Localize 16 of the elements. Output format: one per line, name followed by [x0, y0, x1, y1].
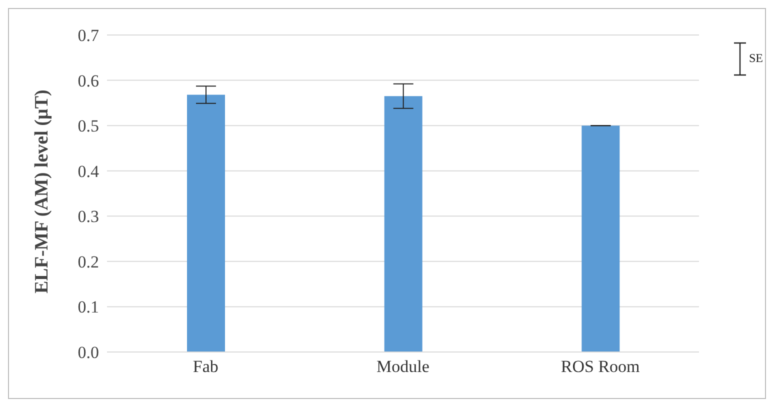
y-tick-label: 0.1: [78, 298, 99, 317]
text: SE: [749, 51, 764, 66]
bar: [187, 94, 225, 352]
bar: [384, 96, 422, 352]
y-tick-label: 0.4: [78, 162, 100, 181]
y-axis-title: ELF-MF (AM) level (µT): [32, 90, 53, 294]
y-tick-label: 0.3: [78, 207, 99, 226]
x-tick-label: Fab: [192, 357, 218, 376]
x-tick-label: Module: [376, 357, 430, 376]
x-tick-label: ROS Room: [560, 357, 640, 376]
y-tick-label: 0.7: [78, 26, 100, 46]
y-tick-label: 0.0: [78, 343, 99, 362]
y-tick-label: 0.6: [78, 71, 99, 90]
y-tick-label: 0.2: [78, 252, 99, 272]
y-tick-label: 0.5: [78, 116, 99, 136]
bar: [582, 126, 620, 352]
